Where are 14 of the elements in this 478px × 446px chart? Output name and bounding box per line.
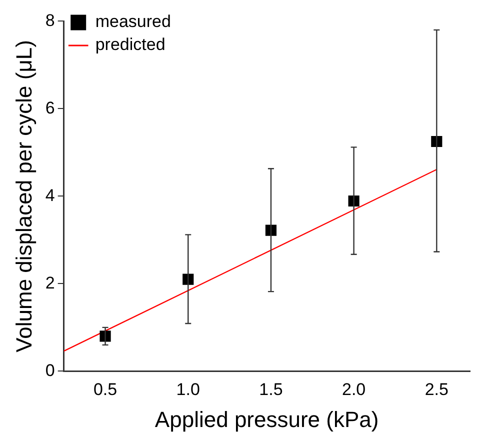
y-tick-label: 8: [45, 10, 55, 30]
y-tick-label: 2: [45, 273, 55, 292]
y-axis-title: Volume displaced per cycle (μL): [11, 40, 36, 352]
x-tick-label: 1.0: [176, 380, 200, 400]
legend-label: predicted: [95, 35, 166, 54]
x-tick-label: 0.5: [93, 380, 118, 400]
x-axis-title: Applied pressure (kPa): [154, 406, 379, 432]
y-tick-label: 6: [45, 98, 55, 118]
y-tick-label: 4: [45, 186, 55, 205]
legend-label: measured: [95, 12, 171, 32]
x-tick-label: 2.0: [342, 380, 366, 400]
x-tick-label: 2.5: [424, 380, 448, 400]
y-tick-label: 0: [45, 360, 55, 380]
x-tick-label: 1.5: [259, 380, 283, 400]
